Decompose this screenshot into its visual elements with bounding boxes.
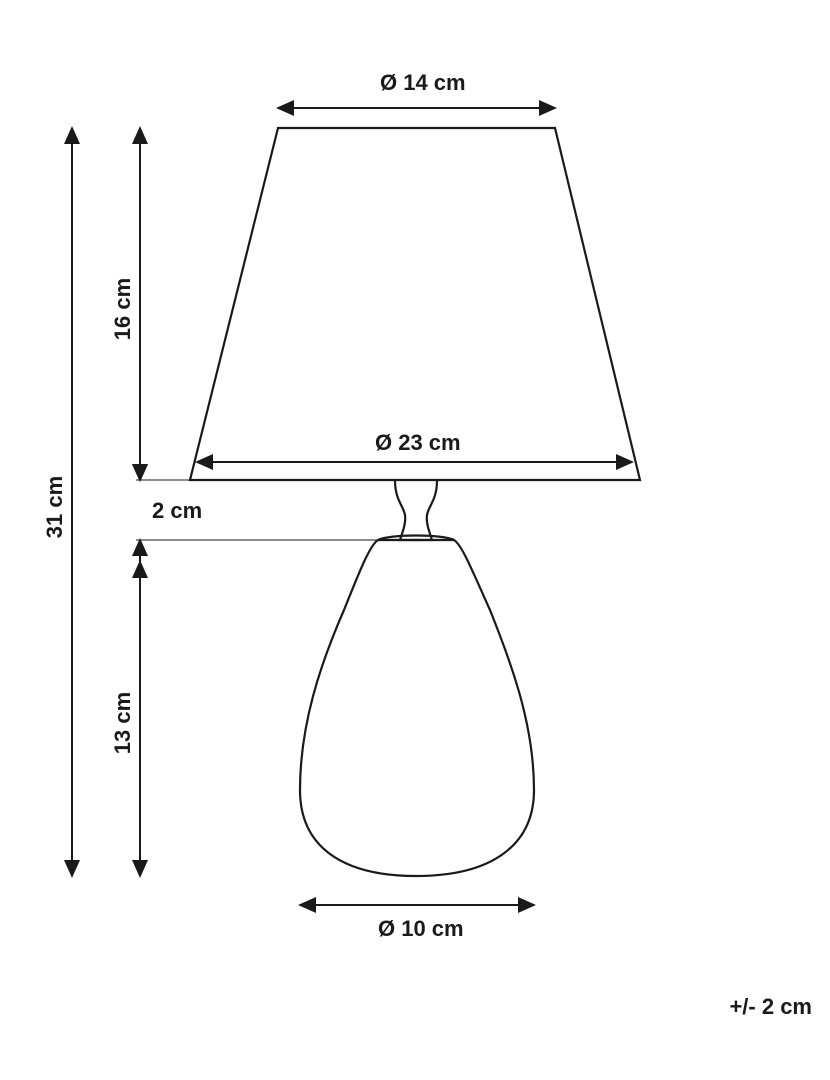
label-neck-height: 2 cm <box>152 498 202 524</box>
lamp-base-outline <box>300 540 534 876</box>
label-total-height: 31 cm <box>42 476 68 538</box>
label-base-diameter: Ø 10 cm <box>378 916 464 942</box>
label-shade-height: 16 cm <box>110 278 136 340</box>
label-shade-bottom-diameter: Ø 23 cm <box>375 430 461 456</box>
lamp-neck-outline <box>395 480 437 540</box>
lamp-shade-outline <box>190 128 640 480</box>
label-tolerance: +/- 2 cm <box>729 994 812 1020</box>
label-shade-top-diameter: Ø 14 cm <box>380 70 466 96</box>
label-base-height: 13 cm <box>110 692 136 754</box>
